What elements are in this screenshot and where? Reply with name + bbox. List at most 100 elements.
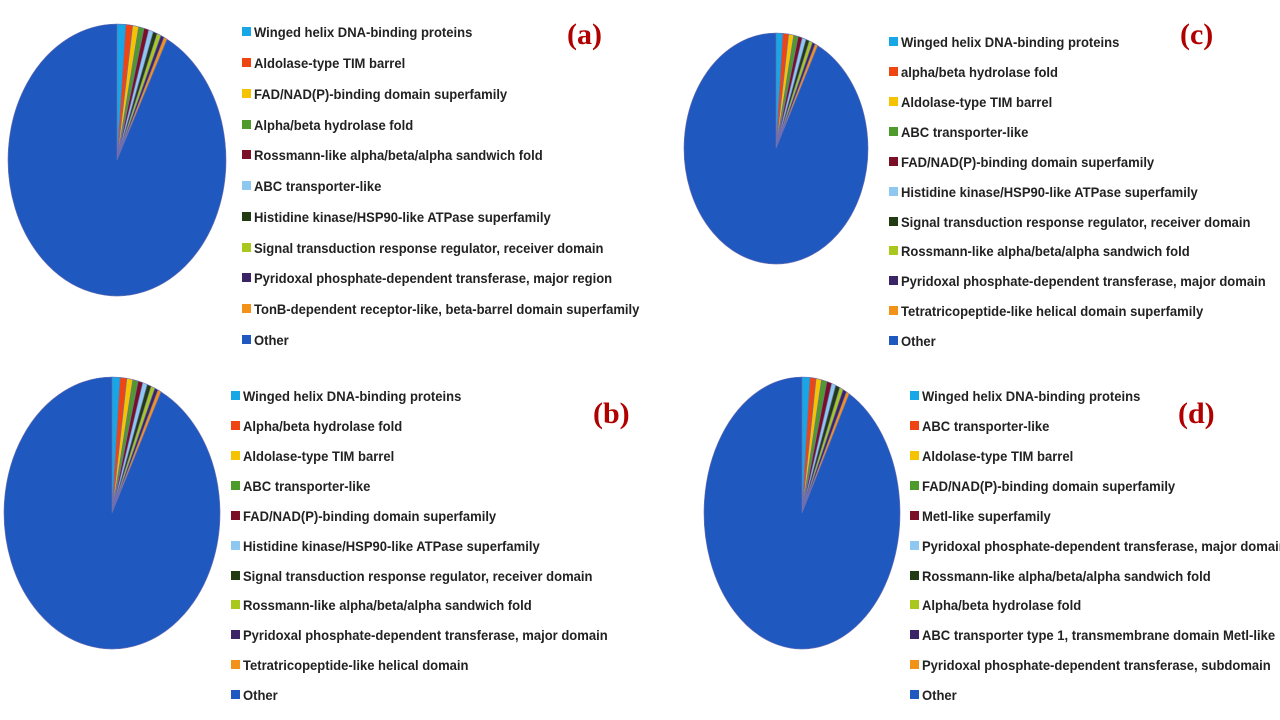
legend-label: Other <box>254 332 289 348</box>
legend-swatch <box>889 127 898 136</box>
legend-label: Tetratricopeptide-like helical domain <box>243 657 469 673</box>
legend-swatch <box>910 571 919 580</box>
legend-swatch <box>910 481 919 490</box>
legend-label: Winged helix DNA-binding proteins <box>243 388 462 404</box>
legend-swatch <box>231 481 240 490</box>
legend-label: Tetratricopeptide-like helical domain su… <box>901 303 1204 319</box>
legend-swatch <box>242 27 251 36</box>
legend-swatch <box>910 421 919 430</box>
legend-label: Histidine kinase/HSP90-like ATPase super… <box>901 184 1198 200</box>
legend-label: FAD/NAD(P)-binding domain superfamily <box>922 478 1176 494</box>
legend-swatch <box>889 217 898 226</box>
chart-panel-b: (b) Winged helix DNA-binding proteins Al… <box>0 360 660 720</box>
legend-swatch <box>242 243 251 252</box>
legend-label: Signal transduction response regulator, … <box>254 240 604 256</box>
legend-label: Signal transduction response regulator, … <box>243 568 593 584</box>
legend-label: ABC transporter-like <box>254 178 382 194</box>
legend-swatch <box>910 511 919 520</box>
legend-swatch <box>889 67 898 76</box>
legend-swatch <box>889 97 898 106</box>
legend-swatch <box>231 571 240 580</box>
pie-slice-11 <box>704 377 900 649</box>
legend-label: Winged helix DNA-binding proteins <box>922 388 1141 404</box>
legend-label: Aldolase-type TIM barrel <box>901 94 1053 110</box>
panel-label: (d) <box>1178 397 1215 430</box>
legend-label: Alpha/beta hydrolase fold <box>243 418 403 434</box>
legend-swatch <box>889 246 898 255</box>
legend-swatch <box>231 511 240 520</box>
legend-label: Histidine kinase/HSP90-like ATPase super… <box>243 538 540 554</box>
legend-swatch <box>231 421 240 430</box>
chart-panel-d: (d) Winged helix DNA-binding proteins AB… <box>660 360 1280 720</box>
legend-swatch <box>242 181 251 190</box>
legend-label: Other <box>901 333 936 349</box>
legend-label: Winged helix DNA-binding proteins <box>901 34 1120 50</box>
legend-swatch <box>242 335 251 344</box>
legend-label: ABC transporter-like <box>901 124 1029 140</box>
legend-label: Pyridoxal phosphate-dependent transferas… <box>243 627 608 643</box>
legend-label: Winged helix DNA-binding proteins <box>254 24 473 40</box>
legend-label: Rossmann-like alpha/beta/alpha sandwich … <box>243 597 532 613</box>
pie-chart <box>4 377 220 649</box>
legend-swatch <box>910 600 919 609</box>
legend-label: Rossmann-like alpha/beta/alpha sandwich … <box>901 243 1190 259</box>
panel-label: (a) <box>567 18 602 51</box>
panel-label: (c) <box>1180 18 1214 51</box>
legend-swatch <box>242 304 251 313</box>
legend-swatch <box>910 451 919 460</box>
legend-label: TonB-dependent receptor-like, beta-barre… <box>254 301 640 317</box>
legend-swatch <box>889 276 898 285</box>
legend-swatch <box>910 541 919 550</box>
legend-label: Metl-like superfamily <box>922 508 1051 524</box>
legend-label: Pyridoxal phosphate-dependent transferas… <box>254 270 613 286</box>
legend-swatch <box>242 89 251 98</box>
legend-swatch <box>889 336 898 345</box>
legend-label: Pyridoxal phosphate-dependent transferas… <box>922 538 1280 554</box>
legend-label: ABC transporter-like <box>922 418 1050 434</box>
legend-label: alpha/beta hydrolase fold <box>901 64 1059 80</box>
legend-swatch <box>242 273 251 282</box>
legend-swatch <box>242 150 251 159</box>
legend-swatch <box>231 600 240 609</box>
legend-label: Pyridoxal phosphate-dependent transferas… <box>922 657 1271 673</box>
legend-label: Aldolase-type TIM barrel <box>243 448 395 464</box>
legend-label: Aldolase-type TIM barrel <box>254 55 406 71</box>
chart-panel-c: (c) Winged helix DNA-binding proteins al… <box>660 0 1280 360</box>
legend-swatch <box>231 541 240 550</box>
legend-swatch <box>242 120 251 129</box>
legend-swatch <box>231 660 240 669</box>
legend-swatch <box>910 690 919 699</box>
pie-slice-11 <box>684 33 868 264</box>
legend-label: Other <box>922 687 957 703</box>
legend-swatch <box>889 157 898 166</box>
pie-slice-11 <box>8 24 226 296</box>
legend-label: FAD/NAD(P)-binding domain superfamily <box>254 86 508 102</box>
legend-swatch <box>231 690 240 699</box>
legend-label: Alpha/beta hydrolase fold <box>922 597 1082 613</box>
legend-swatch <box>231 391 240 400</box>
legend-label: Rossmann-like alpha/beta/alpha sandwich … <box>254 147 543 163</box>
legend-swatch <box>889 187 898 196</box>
pie-slice-11 <box>4 377 220 649</box>
legend-swatch <box>889 306 898 315</box>
pie-chart <box>8 24 226 296</box>
legend-label: FAD/NAD(P)-binding domain superfamily <box>901 154 1155 170</box>
legend-label: Aldolase-type TIM barrel <box>922 448 1074 464</box>
legend-swatch <box>910 391 919 400</box>
legend-swatch <box>231 630 240 639</box>
legend-swatch <box>910 630 919 639</box>
legend-label: Histidine kinase/HSP90-like ATPase super… <box>254 209 551 225</box>
legend-label: Rossmann-like alpha/beta/alpha sandwich … <box>922 568 1211 584</box>
pie-chart <box>684 33 868 264</box>
pie-chart <box>704 377 900 649</box>
legend-label: Signal transduction response regulator, … <box>901 214 1251 230</box>
legend-swatch <box>231 451 240 460</box>
legend-label: ABC transporter-like <box>243 478 371 494</box>
legend-swatch <box>889 37 898 46</box>
legend-swatch <box>242 58 251 67</box>
legend-label: ABC transporter type 1, transmembrane do… <box>922 627 1276 643</box>
legend-label: Other <box>243 687 278 703</box>
chart-panel-a: (a) Winged helix DNA-binding proteins Al… <box>0 0 660 360</box>
legend-label: Pyridoxal phosphate-dependent transferas… <box>901 273 1266 289</box>
panel-label: (b) <box>593 397 630 430</box>
